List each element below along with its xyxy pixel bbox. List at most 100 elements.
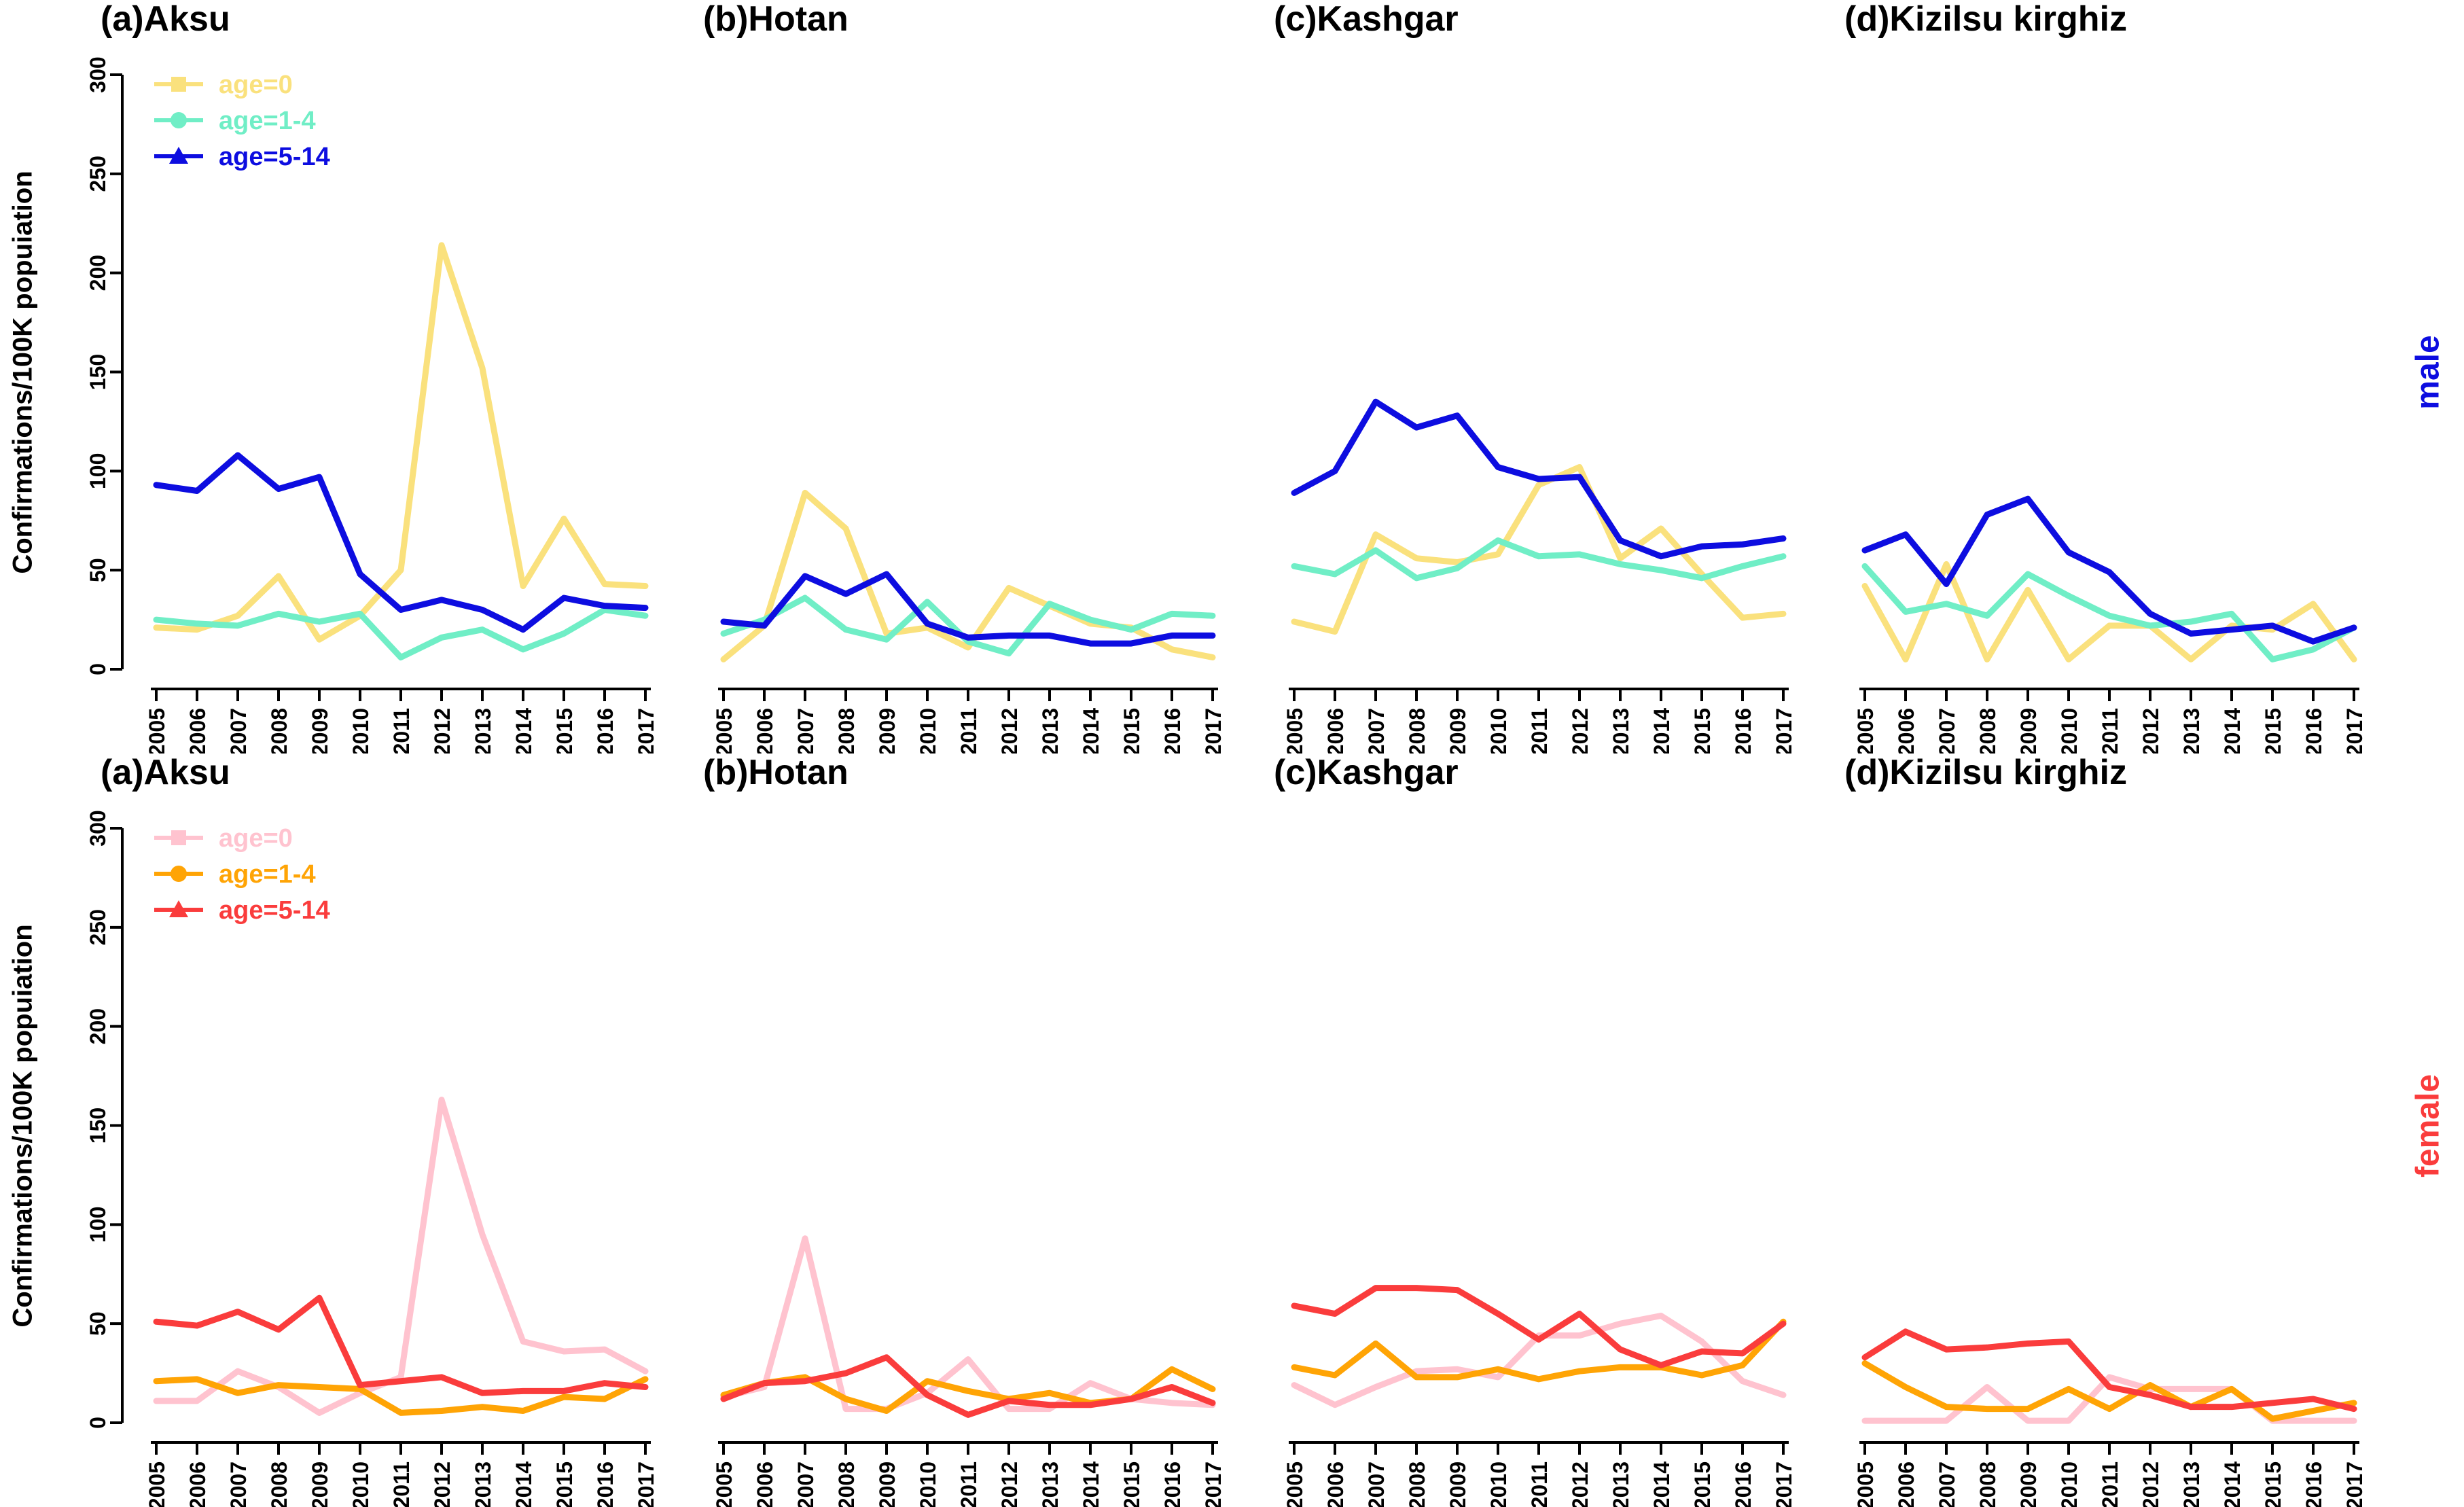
x-tick-label: 2007	[1935, 708, 1959, 754]
y-tick-label: 150	[86, 354, 110, 390]
x-tick-label: 2011	[1527, 708, 1552, 754]
x-tick-label: 2017	[1772, 708, 1796, 754]
legend-triangle-marker-icon	[169, 147, 188, 164]
legend-entry-age=1-4: age=1-4	[154, 860, 316, 889]
x-tick-label: 2017	[1201, 708, 1226, 754]
x-tick-label: 2008	[1405, 1461, 1429, 1507]
x-tick-label: 2009	[1446, 1461, 1470, 1507]
x-tick-label: 2008	[1405, 708, 1429, 754]
panel-title: (b)Hotan	[703, 0, 849, 39]
x-tick-label: 2013	[1038, 1461, 1063, 1507]
x-tick-label: 2016	[1160, 1461, 1185, 1507]
x-tick-label: 2010	[349, 1461, 373, 1507]
chart-aksu-male: 2005 2006 2007 2008 2009 2010 2011 2012 2013 2014…	[86, 56, 658, 754]
legend-circle-marker-icon	[171, 112, 187, 128]
panel-kashgar-male: (c)Kashgar 2005 2006 2007 2008 2009 2010 2011 2…	[1257, 0, 1827, 754]
x-tick-label: 2010	[1486, 708, 1511, 754]
y-tick-label: 300	[86, 810, 110, 846]
x-tick-label: 2006	[753, 1461, 777, 1507]
x-tick-label: 2007	[1935, 1461, 1959, 1507]
x-tick-label: 2009	[1446, 708, 1470, 754]
panel-hotan-female: (b)Hotan 2005 2006 2007 2008 2009 2010 2011 201…	[686, 753, 1257, 1507]
x-tick-label: 2009	[308, 1461, 332, 1507]
panel-aksu-female: (a)Aksu 2005 2006 2007 2008 2009 2010 2011 2012…	[41, 753, 686, 1507]
x-tick-label: 2015	[552, 1461, 577, 1507]
legend-label: age=5-14	[219, 143, 330, 171]
x-tick-label: 2010	[916, 1461, 940, 1507]
x-tick-label: 2014	[1079, 1461, 1103, 1507]
series-line-age=5-14	[153, 1294, 649, 1396]
x-tick-label: 2008	[834, 708, 859, 754]
x-tick-label: 2016	[1160, 708, 1185, 754]
row-side-label-male: male	[2410, 335, 2446, 410]
x-tick-label: 2012	[997, 1461, 1022, 1507]
series-line-age=5-14	[153, 452, 649, 633]
x-tick-label: 2007	[793, 708, 818, 754]
x-tick-label: 2005	[145, 708, 169, 754]
series-line-age=5-14	[1861, 1328, 2357, 1413]
x-tick-label: 2014	[1649, 708, 1674, 754]
x-tick-label: 2013	[1609, 708, 1633, 754]
y-tick-label: 200	[86, 1008, 110, 1044]
chart-kashgar-male: 2005 2006 2007 2008 2009 2010 2011 2012 2013 2014…	[1283, 398, 1796, 754]
panel-kizilsu-male: (d)Kizilsu kirghiz 2005 2006 2007 2008 2009 2…	[1827, 0, 2398, 754]
series-line-age=1-4	[720, 595, 1216, 657]
x-tick-label: 2005	[1283, 708, 1307, 754]
x-tick-label: 2009	[308, 708, 332, 754]
x-tick-label: 2005	[1853, 1461, 1878, 1507]
legend-label: age=1-4	[219, 860, 316, 889]
y-tick-label: 0	[86, 663, 110, 675]
x-tick-label: 2008	[267, 708, 291, 754]
x-tick-label: 2017	[634, 1461, 658, 1507]
series-line-age=1-4	[1861, 563, 2357, 662]
row-female: Confirmations/100K popuiation (a)Aksu 20…	[0, 753, 2464, 1507]
x-tick-label: 2006	[1894, 708, 1918, 754]
side-label-column-male: male	[2398, 0, 2457, 754]
legend-entry-age=0: age=0	[154, 824, 293, 853]
x-tick-label: 2005	[1853, 708, 1878, 754]
side-label-column-female: female	[2398, 754, 2457, 1507]
x-tick-label: 2012	[997, 708, 1022, 754]
panel-title: (d)Kizilsu kirghiz	[1844, 0, 2127, 39]
y-tick-label: 50	[86, 1311, 110, 1336]
series-line-age=0	[1291, 1313, 1787, 1408]
x-tick-label: 2015	[1120, 708, 1144, 754]
x-tick-label: 2011	[957, 1461, 981, 1507]
x-tick-label: 2015	[1120, 1461, 1144, 1507]
x-tick-label: 2011	[2098, 1461, 2122, 1507]
panel-title: (c)Kashgar	[1274, 753, 1459, 792]
x-tick-label: 2009	[2016, 1461, 2041, 1507]
y-tick-label: 0	[86, 1417, 110, 1429]
panel-kizilsu-female: (d)Kizilsu kirghiz 2005 2006 2007 2008 2009 2…	[1827, 753, 2398, 1507]
y-tick-label: 250	[86, 909, 110, 945]
y-tick-label: 100	[86, 453, 110, 489]
series-line-age=5-14	[1291, 398, 1787, 560]
x-tick-label: 2017	[634, 708, 658, 754]
x-tick-label: 2017	[2342, 708, 2367, 754]
legend-entry-age=0: age=0	[154, 71, 293, 99]
x-tick-label: 2016	[1731, 1461, 1755, 1507]
y-tick-label: 50	[86, 558, 110, 582]
x-tick-label: 2011	[957, 708, 981, 754]
x-tick-label: 2009	[875, 1461, 899, 1507]
x-tick-label: 2016	[1731, 708, 1755, 754]
y-tick-label: 200	[86, 255, 110, 291]
legend-square-marker-icon	[171, 830, 186, 845]
y-axis-label-column-female: Confirmations/100K popuiation	[0, 754, 41, 1507]
x-tick-label: 2009	[2016, 708, 2041, 754]
x-tick-label: 2012	[2139, 1461, 2163, 1507]
x-tick-label: 2007	[793, 1461, 818, 1507]
series-line-age=0	[153, 242, 649, 643]
x-tick-label: 2006	[185, 708, 210, 754]
x-tick-label: 2010	[2057, 1461, 2082, 1507]
x-tick-label: 2013	[471, 1461, 495, 1507]
x-tick-label: 2010	[916, 708, 940, 754]
x-tick-label: 2007	[226, 708, 251, 754]
x-tick-label: 2013	[2179, 708, 2204, 754]
x-tick-label: 2011	[389, 708, 414, 754]
x-tick-label: 2006	[1323, 1461, 1348, 1507]
x-tick-label: 2011	[2098, 708, 2122, 754]
x-tick-label: 2013	[1038, 708, 1063, 754]
legend-label: age=5-14	[219, 896, 330, 925]
x-tick-label: 2011	[389, 1461, 414, 1507]
